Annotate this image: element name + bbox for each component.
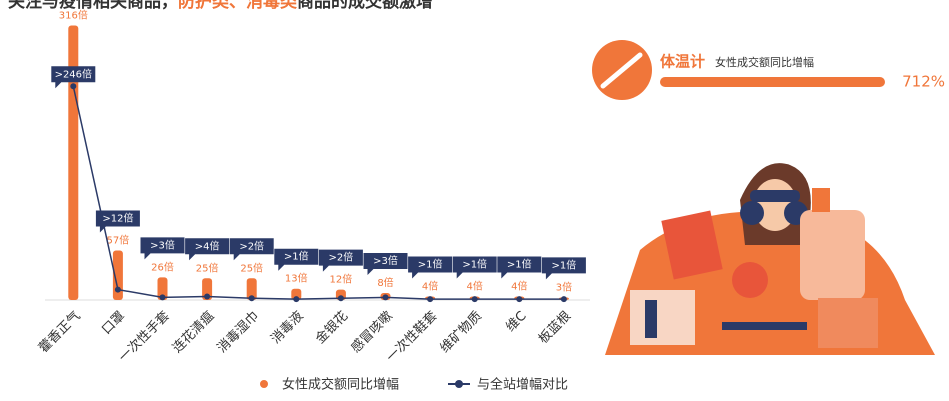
x-tick-label: 连花清瘟 xyxy=(169,308,217,356)
x-tick-label: 维矿物质 xyxy=(438,309,485,356)
bar-value-label: 4倍 xyxy=(511,280,527,293)
line-point xyxy=(560,296,567,303)
legend-label: 女性成交额同比增幅 xyxy=(282,377,399,393)
legend: 女性成交额同比增幅 与全站增幅对比 xyxy=(260,377,568,393)
bar xyxy=(202,278,213,300)
line-value-label: >1倍 xyxy=(507,258,532,271)
line-point xyxy=(248,295,255,302)
line-label-bubble xyxy=(363,253,408,276)
highlight-card: 体温计 女性成交额同比增幅 712% xyxy=(592,40,945,100)
bar xyxy=(157,277,168,300)
line-point xyxy=(382,294,389,301)
line-label-bubble xyxy=(51,66,96,89)
line-point xyxy=(114,286,121,293)
bar-value-label: 8倍 xyxy=(377,276,393,289)
x-tick-label: 消毒湿巾 xyxy=(215,309,262,356)
line-label-bubble xyxy=(541,257,586,280)
title-highlight: 防护类、消毒类 xyxy=(178,0,298,12)
line-point xyxy=(70,83,77,90)
line-value-label: >4倍 xyxy=(195,239,220,252)
line-label-bubble xyxy=(95,210,140,233)
x-tick-label: 维C xyxy=(503,309,529,335)
bar-value-label: 26倍 xyxy=(151,260,174,273)
line xyxy=(72,86,564,300)
bar xyxy=(246,278,257,300)
legend-swatch xyxy=(455,380,463,388)
bar-value-label: 25倍 xyxy=(196,261,219,274)
line-label-bubble xyxy=(185,238,230,261)
bar-value-label: 57倍 xyxy=(107,233,130,246)
title-after: 商品的成交额激增 xyxy=(297,0,433,12)
bar-value-label: 25倍 xyxy=(240,261,263,274)
title-before: 关注与疫情相关商品， xyxy=(8,0,178,12)
card-subtitle: 女性成交额同比增幅 xyxy=(715,55,814,69)
line-value-label: >12倍 xyxy=(102,211,133,224)
line-point xyxy=(471,296,478,303)
line-point xyxy=(337,295,344,302)
x-tick-label: 消毒液 xyxy=(268,309,306,347)
line-point xyxy=(427,296,434,303)
bar xyxy=(68,25,79,300)
illustration xyxy=(605,163,935,355)
line-label-bubble xyxy=(140,237,185,260)
x-tick-label: 板蓝根 xyxy=(536,309,574,347)
line-label-bubble xyxy=(318,249,363,272)
x-tick-label: 口罩 xyxy=(99,309,128,338)
line-value-label: >2倍 xyxy=(329,251,354,264)
bar-value-label: 13倍 xyxy=(285,272,308,285)
line-point xyxy=(516,296,523,303)
x-tick-label: 藿香正气 xyxy=(36,308,84,356)
line-value-label: >246倍 xyxy=(55,67,92,80)
line-value-label: >1倍 xyxy=(462,258,487,271)
line-point xyxy=(293,296,300,303)
line-value-label: >1倍 xyxy=(284,250,309,263)
chart-title: 关注与疫情相关商品，防护类、消毒类商品的成交额激增 xyxy=(8,0,433,12)
line-value-label: >3倍 xyxy=(150,238,175,251)
card-title: 体温计 xyxy=(660,53,705,71)
bar-value-label: 12倍 xyxy=(330,273,353,286)
line-label-bubble xyxy=(274,248,319,271)
line-value-label: >3倍 xyxy=(373,254,398,267)
line-label-bubble xyxy=(229,238,274,261)
legend-label: 与全站增幅对比 xyxy=(477,377,568,393)
x-tick-label: 金银花 xyxy=(312,308,351,347)
bar-value-label: 316倍 xyxy=(59,8,88,21)
bar xyxy=(291,288,302,300)
bar-value-label: 4倍 xyxy=(422,280,438,293)
line-label-bubble xyxy=(452,256,497,279)
bar-value-label: 3倍 xyxy=(556,280,572,293)
line-point xyxy=(159,294,166,301)
line-label-bubble xyxy=(408,256,453,279)
card-icon-thermometer xyxy=(600,52,643,89)
card-bar xyxy=(660,77,885,87)
legend-swatch xyxy=(260,380,268,388)
card-value-label: 712% xyxy=(902,73,945,91)
bar-value-label: 4倍 xyxy=(467,280,483,293)
line-value-label: >1倍 xyxy=(552,258,577,271)
line-value-label: >2倍 xyxy=(239,239,264,252)
bar xyxy=(112,250,123,300)
line-label-bubble xyxy=(497,256,542,279)
line-point xyxy=(204,293,211,300)
line-value-label: >1倍 xyxy=(418,258,443,271)
